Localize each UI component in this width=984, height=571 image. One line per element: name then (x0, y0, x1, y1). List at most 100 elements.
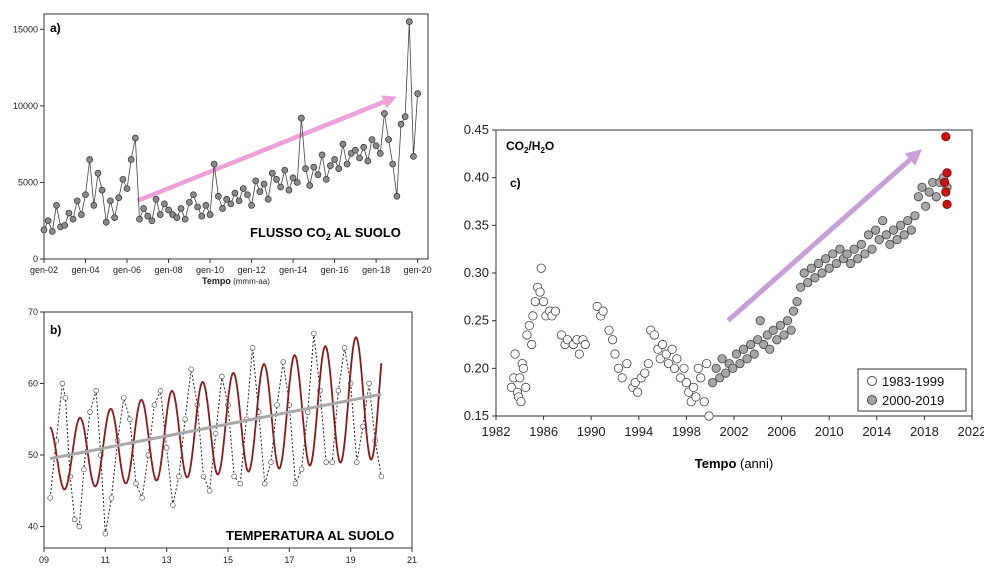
point-1983-1999 (530, 297, 540, 307)
flux-point (61, 221, 69, 229)
flux-point (327, 162, 334, 169)
point-2000-2019 (888, 225, 899, 235)
y-ticks-b: 40 50 60 70 (28, 307, 44, 532)
flux-point (156, 211, 164, 218)
flux-point (385, 136, 392, 143)
point-2000-2019 (786, 325, 796, 335)
y-tick-label: 10000 (13, 101, 38, 111)
y-tick-label: 0.35 (464, 217, 489, 232)
flux-point (78, 211, 85, 218)
observed-point (219, 373, 225, 380)
flux-point (381, 110, 388, 117)
legend-label-2000-2019: 2000-2019 (882, 393, 944, 408)
observed-point (163, 445, 170, 451)
point-1983-1999 (613, 363, 624, 373)
flux-point (356, 154, 363, 162)
flux-point (293, 179, 301, 186)
panel-label-a: a) (50, 21, 61, 35)
observed-point (280, 359, 286, 365)
observed-point (335, 387, 342, 394)
point-2000-2019 (731, 349, 741, 359)
point-2000-2019 (842, 249, 852, 259)
point-1983-1999 (633, 387, 643, 397)
point-2000-2019 (803, 277, 813, 288)
flux-point (173, 214, 181, 222)
flux-point (268, 169, 276, 177)
x-tick-label: gen-04 (71, 265, 99, 275)
point-2000-2019 (792, 297, 802, 307)
y-tick-label: 50 (28, 450, 38, 460)
flux-point (148, 217, 156, 225)
point-1983-1999 (524, 320, 534, 331)
point-1983-1999 (702, 358, 712, 369)
observed-point (206, 488, 213, 494)
observed-point (182, 416, 188, 423)
point-1983-1999 (691, 392, 701, 402)
flux-point (90, 202, 98, 209)
observed-point (59, 380, 66, 387)
point-2000-2019 (835, 244, 845, 254)
point-1983-1999 (598, 306, 608, 316)
x-tick-label: gen-02 (30, 265, 58, 275)
point-2000-2019 (910, 211, 920, 221)
point-2000-2019 (828, 249, 838, 259)
point-1983-1999 (696, 373, 706, 383)
point-1983-1999 (522, 330, 532, 340)
observed-point (157, 387, 164, 394)
observed-point (212, 430, 219, 437)
x-tick-label: gen-08 (155, 265, 183, 275)
flux-point (65, 209, 73, 217)
observed-point (120, 395, 127, 401)
point-2000-2019 (735, 358, 745, 369)
flux-point (198, 212, 206, 220)
point-2000-2019 (810, 273, 820, 283)
point-2000-2019 (892, 235, 902, 245)
co2-h2o-ratio-chart: 0.15 0.20 0.25 0.30 0.35 0.40 0.45 1982 1986 199… (464, 122, 984, 471)
point-2000-2019 (772, 335, 782, 345)
observed-point (366, 380, 372, 387)
soil-temperature-chart: 40 50 60 70 09 11 13 15 17 19 21 b) TEMPERATURA A… (28, 307, 417, 565)
point-2000-2019 (711, 363, 721, 373)
x-axis-label-a: Tempo (mmm-aa) (202, 276, 270, 286)
observed-point (71, 516, 78, 523)
point-1983-1999 (699, 397, 709, 407)
point-2000-2019 (721, 368, 731, 378)
x-tick-label: 2018 (910, 424, 939, 439)
x-tick-label: 2014 (862, 424, 891, 439)
flux-point (244, 191, 251, 199)
flux-point (94, 169, 102, 177)
point-1983-1999 (528, 311, 538, 321)
point-1983-1999 (643, 358, 653, 369)
point-2000-2019 (753, 335, 763, 345)
flux-point (335, 165, 343, 173)
legend-c: 1983-1999 2000-2019 (857, 368, 967, 412)
flux-line (43, 21, 419, 233)
point-2000-2019 (817, 268, 827, 278)
flux-point (98, 186, 106, 194)
flux-point (260, 180, 268, 188)
point-1983-1999 (604, 325, 614, 335)
flux-point (40, 226, 48, 234)
point-2000-2019 (762, 330, 772, 340)
flux-point (185, 198, 193, 206)
observed-point (47, 495, 53, 501)
flux-point (289, 174, 297, 182)
point-1983-1999 (688, 382, 699, 392)
x-tick-label: 2002 (720, 424, 749, 439)
flux-point (107, 197, 114, 205)
point-recent-red (942, 168, 952, 178)
observed-point (237, 480, 244, 487)
flux-point (131, 134, 139, 142)
observed-point (200, 473, 207, 480)
point-2000-2019 (874, 235, 884, 245)
y-tick-label: 0.20 (464, 360, 489, 375)
observed-point (262, 480, 268, 487)
flux-point (256, 188, 264, 195)
y-ticks-a: 0 5000 10000 15000 (13, 24, 44, 264)
point-1983-1999 (669, 363, 680, 373)
point-2000-2019 (895, 220, 906, 230)
point-2000-2019 (878, 215, 888, 226)
x-ticks-a: gen-02 gen-04 gen-06 gen-08 gen-10 gen-12 gen-… (30, 259, 432, 275)
x-tick-label: 1998 (672, 424, 701, 439)
x-tick-label: 21 (407, 555, 417, 565)
